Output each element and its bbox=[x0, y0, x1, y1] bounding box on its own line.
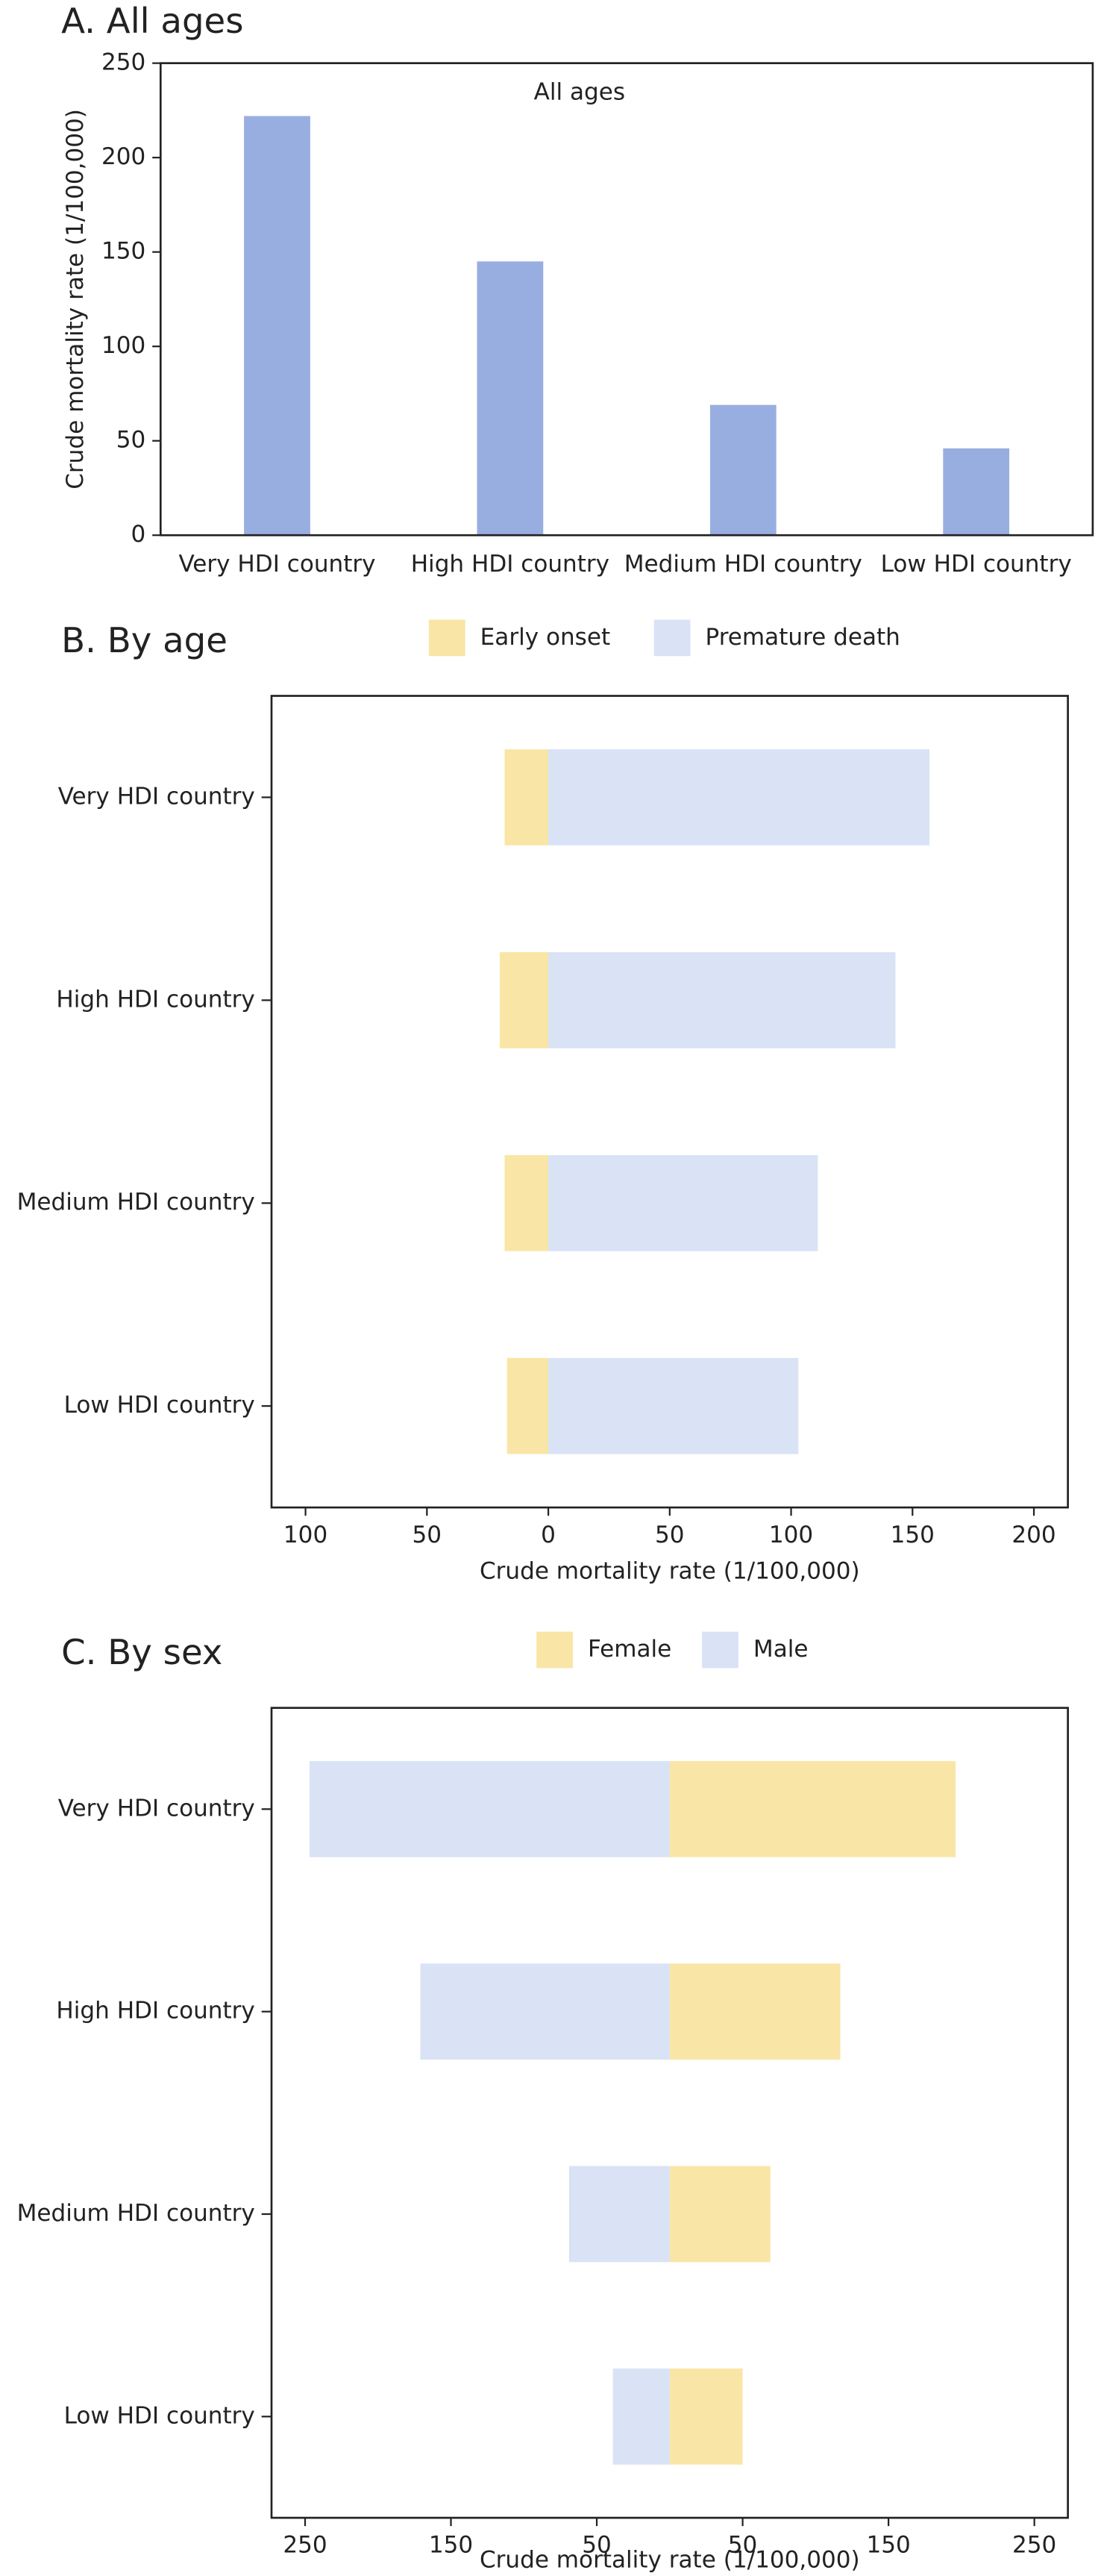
bar bbox=[477, 261, 544, 536]
bar bbox=[548, 951, 896, 1048]
y-axis-label: Crude mortality rate (1/100,000) bbox=[62, 109, 89, 490]
legend-label: Premature death bbox=[706, 624, 900, 651]
bar bbox=[548, 1154, 818, 1251]
plot-frame bbox=[159, 62, 1094, 537]
legend-label: Early onset bbox=[480, 624, 610, 651]
bar bbox=[504, 749, 549, 845]
x-tick-label: 150 bbox=[866, 2532, 910, 2559]
panel-title: A. All ages bbox=[61, 1, 243, 41]
bar bbox=[309, 1760, 670, 1857]
bar bbox=[709, 404, 777, 536]
bar bbox=[669, 2166, 771, 2263]
bar bbox=[568, 2166, 670, 2263]
y-tick-label: 0 bbox=[131, 521, 146, 548]
x-tick-label: 50 bbox=[582, 2532, 612, 2559]
legend-swatch bbox=[428, 619, 465, 657]
annotation: All ages bbox=[534, 79, 625, 106]
x-axis-label: Crude mortality rate (1/100,000) bbox=[480, 2547, 860, 2574]
y-tick-label: 100 bbox=[101, 332, 145, 359]
x-tick-label: Very HDI country bbox=[178, 551, 375, 578]
x-tick-label: 0 bbox=[541, 1522, 556, 1548]
x-tick-label: 50 bbox=[413, 1522, 442, 1548]
y-tick-label: Very HDI country bbox=[58, 783, 255, 810]
x-tick-label: 50 bbox=[728, 2532, 758, 2559]
y-tick-label: 250 bbox=[101, 49, 145, 76]
legend-swatch bbox=[653, 619, 691, 657]
x-tick-label: 200 bbox=[1011, 1522, 1055, 1548]
legend-swatch bbox=[702, 1631, 738, 1669]
y-tick-label: Medium HDI country bbox=[17, 1189, 255, 1216]
x-tick-label: Medium HDI country bbox=[624, 551, 862, 578]
y-tick-label: High HDI country bbox=[56, 986, 254, 1013]
bar bbox=[506, 1357, 549, 1454]
bar bbox=[669, 2368, 743, 2465]
x-axis-label: Crude mortality rate (1/100,000) bbox=[480, 1558, 860, 1585]
y-tick-label: 200 bbox=[101, 143, 145, 170]
legend-swatch bbox=[536, 1631, 573, 1669]
y-tick-label: High HDI country bbox=[56, 1998, 254, 2025]
x-tick-label: 150 bbox=[891, 1522, 935, 1548]
x-tick-label: 250 bbox=[283, 2532, 327, 2559]
bar bbox=[943, 448, 1010, 536]
bar bbox=[548, 749, 930, 845]
bar bbox=[669, 1963, 841, 2060]
y-tick-label: 150 bbox=[101, 238, 145, 265]
y-tick-label: Very HDI country bbox=[58, 1795, 255, 1822]
plot-frame bbox=[270, 695, 1069, 1509]
bar bbox=[504, 1154, 549, 1251]
bar bbox=[612, 2368, 670, 2465]
x-tick-label: 100 bbox=[769, 1522, 813, 1548]
x-tick-label: 100 bbox=[283, 1522, 327, 1548]
y-tick-label: Low HDI country bbox=[64, 2402, 255, 2429]
bar bbox=[420, 1963, 670, 2060]
y-tick-label: Low HDI country bbox=[64, 1392, 255, 1419]
y-tick-label: Medium HDI country bbox=[17, 2200, 255, 2227]
bar bbox=[669, 1760, 956, 1857]
bar bbox=[548, 1357, 799, 1454]
legend-label: Female bbox=[588, 1636, 671, 1663]
bar bbox=[244, 116, 310, 536]
x-tick-label: 150 bbox=[429, 2532, 473, 2559]
panel-title: B. By age bbox=[61, 620, 228, 660]
x-tick-label: High HDI country bbox=[411, 551, 609, 578]
legend-label: Male bbox=[753, 1636, 809, 1663]
x-tick-label: Low HDI country bbox=[881, 551, 1072, 578]
x-tick-label: 250 bbox=[1012, 2532, 1056, 2559]
bar bbox=[499, 951, 549, 1048]
plot-frame bbox=[270, 1707, 1069, 2519]
x-tick-label: 50 bbox=[655, 1522, 685, 1548]
y-tick-label: 50 bbox=[116, 427, 146, 454]
panel-title: C. By sex bbox=[61, 1632, 222, 1672]
